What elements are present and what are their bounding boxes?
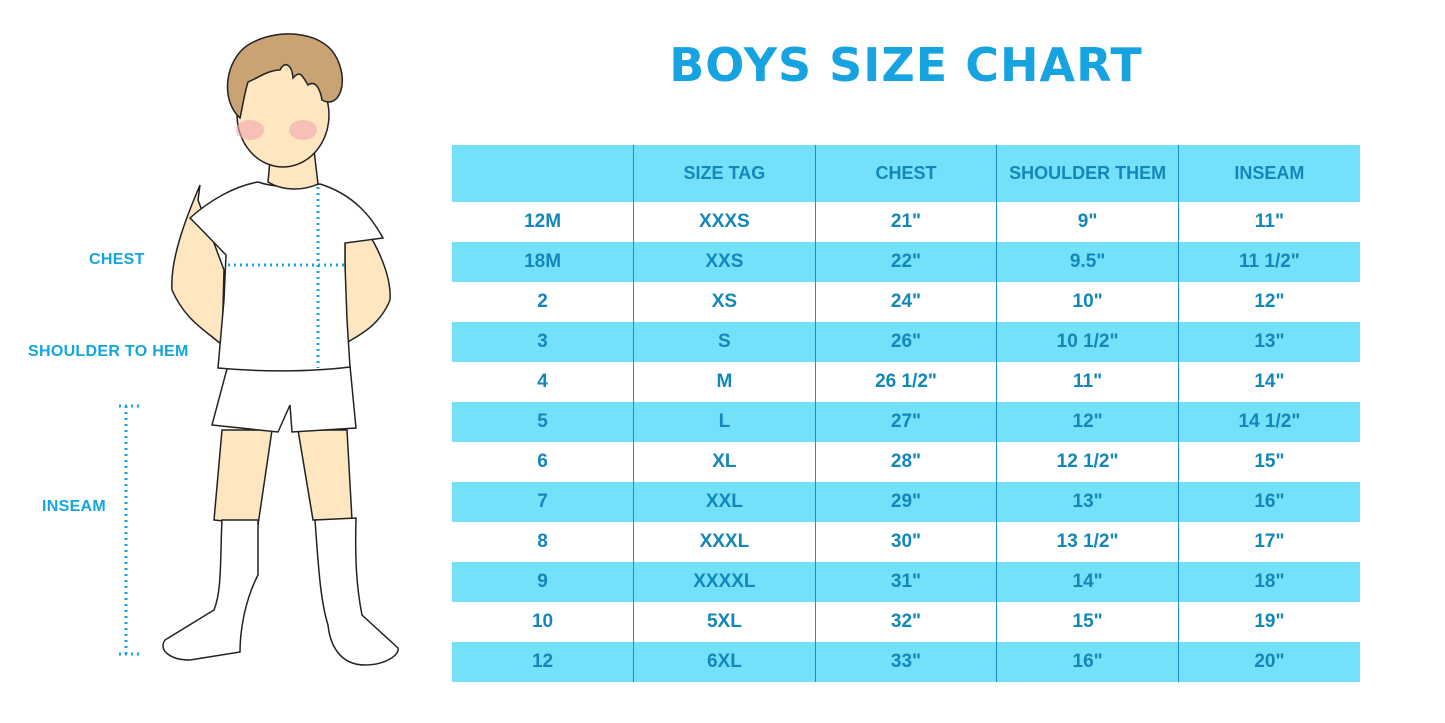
shoulder-to-hem-label: SHOULDER TO HEM [28, 343, 189, 360]
boy-illustration [119, 33, 399, 666]
cell-inseam: 17" [1177, 522, 1360, 562]
cell-chest: 32" [814, 602, 997, 642]
table-row: 7 XXL 29" 13" 16" [452, 482, 1360, 522]
cell-chest: 24" [814, 282, 997, 322]
cell-shoulder: 12 1/2" [996, 442, 1179, 482]
cell-chest: 28" [814, 442, 997, 482]
cell-age: 9 [452, 562, 634, 602]
table-row: 2 XS 24" 10" 12" [452, 282, 1360, 322]
cell-age: 4 [537, 371, 548, 392]
cell-size-tag: XXXS [633, 202, 816, 242]
cell-age: 10 [531, 611, 554, 632]
header-inseam: INSEAM [1177, 145, 1360, 202]
cell-age: 5 [452, 402, 634, 442]
table-row: 9 XXXXL 31" 14" 18" [452, 562, 1360, 602]
cell-shoulder: 13" [996, 482, 1179, 522]
cell-shoulder: 12" [996, 402, 1179, 442]
table-row: 8 XXXL 30" 13 1/2" 17" [452, 522, 1360, 562]
cell-chest: 29" [814, 482, 997, 522]
cell-chest: 26 1/2" [814, 362, 997, 402]
cell-chest: 31" [814, 562, 997, 602]
cell-age: 8 [537, 531, 548, 552]
cell-shoulder: 16" [996, 642, 1179, 682]
header-chest: CHEST [814, 145, 997, 202]
cell-inseam: 14 1/2" [1177, 402, 1360, 442]
cell-chest: 26" [814, 322, 997, 362]
cell-shoulder: 11" [996, 362, 1179, 402]
cell-inseam: 12" [1177, 282, 1360, 322]
cell-chest: 27" [814, 402, 997, 442]
inseam-label: INSEAM [42, 498, 107, 515]
cell-inseam: 11" [1177, 202, 1360, 242]
cell-inseam: 16" [1177, 482, 1360, 522]
header-age [452, 145, 634, 202]
cell-size-tag: 6XL [633, 642, 816, 682]
cell-inseam: 14" [1177, 362, 1360, 402]
chest-label: CHEST [89, 251, 145, 268]
cell-inseam: 20" [1177, 642, 1360, 682]
cell-size-tag: S [633, 322, 816, 362]
cell-age: 18M [452, 242, 634, 282]
cell-inseam: 13" [1177, 322, 1360, 362]
page-title: BOYS SIZE CHART [669, 38, 1143, 92]
cell-chest: 21" [814, 202, 997, 242]
cell-inseam: 19" [1177, 602, 1360, 642]
table-row: 6 XL 28" 12 1/2" 15" [452, 442, 1360, 482]
table-row: 5 L 27" 12" 14 1/2" [452, 402, 1360, 442]
cell-age: 3 [452, 322, 634, 362]
table-row: 12M XXXS 21" 9" 11" [452, 202, 1360, 242]
cell-age: 6 [537, 451, 548, 472]
cell-shoulder: 9.5" [996, 242, 1179, 282]
cell-size-tag: XXS [633, 242, 816, 282]
cell-size-tag: XXXXL [633, 562, 816, 602]
header-size-tag: SIZE TAG [633, 145, 816, 202]
cell-age: 2 [537, 291, 548, 312]
cell-inseam: 15" [1177, 442, 1360, 482]
cell-size-tag: 5XL [633, 602, 816, 642]
cell-age: 12 [452, 642, 634, 682]
cell-shoulder: 10 1/2" [996, 322, 1179, 362]
cell-shoulder: 10" [996, 282, 1179, 322]
cell-size-tag: XXXL [633, 522, 816, 562]
cell-chest: 22" [814, 242, 997, 282]
table-row: 12 6XL 33" 16" 20" [452, 642, 1360, 682]
table-row: 3 S 26" 10 1/2" 13" [452, 322, 1360, 362]
cell-size-tag: XS [633, 282, 816, 322]
cell-inseam: 18" [1177, 562, 1360, 602]
cell-shoulder: 14" [996, 562, 1179, 602]
cell-size-tag: M [633, 362, 816, 402]
cell-age: 7 [452, 482, 634, 522]
table-row: 10 5XL 32" 15" 19" [452, 602, 1360, 642]
size-table: SIZE TAG CHEST SHOULDER THEM INSEAM 12M X… [452, 145, 1360, 682]
cell-age: 12M [524, 211, 562, 232]
table-row: 4 M 26 1/2" 11" 14" [452, 362, 1360, 402]
cell-shoulder: 15" [996, 602, 1179, 642]
table-row: 18M XXS 22" 9.5" 11 1/2" [452, 242, 1360, 282]
cell-shoulder: 13 1/2" [996, 522, 1179, 562]
cell-chest: 30" [814, 522, 997, 562]
cell-size-tag: XL [633, 442, 816, 482]
cell-size-tag: L [633, 402, 816, 442]
cell-chest: 33" [814, 642, 997, 682]
cell-inseam: 11 1/2" [1177, 242, 1360, 282]
header-shoulder: SHOULDER THEM [996, 145, 1179, 202]
cell-size-tag: XXL [633, 482, 816, 522]
table-header-row: SIZE TAG CHEST SHOULDER THEM INSEAM [452, 145, 1360, 202]
cell-shoulder: 9" [996, 202, 1179, 242]
